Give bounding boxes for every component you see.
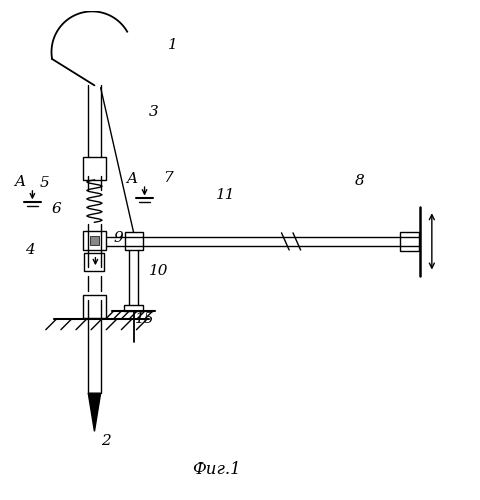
Text: 5: 5	[39, 176, 49, 190]
Text: A: A	[14, 175, 25, 189]
Text: 6: 6	[51, 202, 61, 216]
Text: Фиг.1: Фиг.1	[192, 461, 240, 478]
Text: 7: 7	[164, 172, 173, 185]
Text: 4: 4	[25, 243, 35, 257]
Bar	[400, 232, 419, 251]
Text: 8: 8	[354, 174, 364, 188]
Text: 3: 3	[149, 104, 159, 118]
Text: 15: 15	[135, 312, 154, 326]
Bar	[84, 254, 105, 272]
Text: 2: 2	[101, 434, 111, 448]
Polygon shape	[88, 393, 101, 432]
Text: 11: 11	[216, 188, 235, 202]
Bar	[124, 232, 143, 250]
Text: 10: 10	[149, 264, 168, 278]
Bar	[83, 295, 107, 318]
Text: 9: 9	[113, 231, 123, 245]
Bar	[124, 305, 143, 310]
Bar	[83, 157, 106, 180]
Text: 1: 1	[168, 38, 178, 52]
Bar	[90, 236, 99, 245]
Text: A: A	[126, 172, 137, 186]
Bar	[83, 231, 107, 250]
